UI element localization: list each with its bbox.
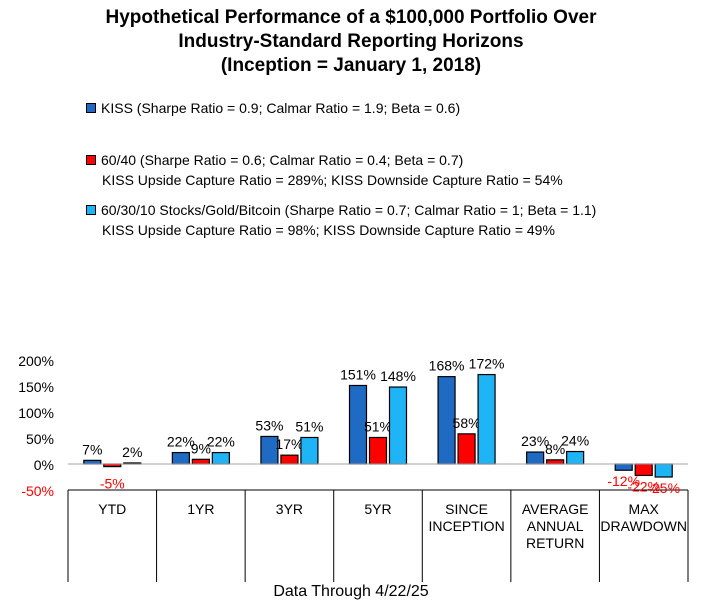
- data-label: 151%: [340, 366, 376, 382]
- legend-label-kiss: KISS (Sharpe Ratio = 0.9; Calmar Ratio =…: [101, 100, 461, 116]
- bar: [526, 451, 545, 465]
- title-line-1: Hypothetical Performance of a $100,000 P…: [105, 7, 597, 28]
- y-tick-label: 200%: [18, 353, 54, 369]
- bar: [614, 463, 633, 471]
- legend-label-60-40: 60/40 (Sharpe Ratio = 0.6; Calmar Ratio …: [101, 152, 464, 168]
- legend-entry-kiss: KISS (Sharpe Ratio = 0.9; Calmar Ratio =…: [86, 98, 460, 118]
- y-tick-label: 150%: [18, 379, 54, 395]
- footer-note: Data Through 4/22/25: [273, 583, 429, 600]
- bar: [566, 450, 585, 465]
- data-label: -25%: [647, 480, 680, 496]
- bar: [191, 458, 210, 465]
- legend-swatch-60-40: [86, 155, 96, 165]
- chart-title: Hypothetical Performance of a $100,000 P…: [0, 6, 702, 78]
- category-label: 1YR: [187, 501, 214, 517]
- legend-sub-60-30-10: KISS Upside Capture Ratio = 98%; KISS Do…: [102, 222, 555, 238]
- y-tick-label: 0%: [34, 457, 54, 473]
- bar: [300, 436, 319, 465]
- data-label: 51%: [295, 418, 323, 434]
- y-tick-label: 50%: [26, 431, 54, 447]
- title-line-2: Industry-Standard Reporting Horizons: [178, 31, 524, 52]
- legend-swatch-kiss: [86, 103, 96, 113]
- bar: [171, 451, 190, 465]
- category-label: SINCE: [445, 501, 488, 517]
- bar: [457, 433, 476, 465]
- category-label: 5YR: [364, 501, 391, 517]
- data-label: 168%: [429, 358, 465, 374]
- bar: [477, 373, 496, 465]
- legend-swatch-60-30-10: [86, 205, 96, 215]
- category-label: INCEPTION: [428, 518, 504, 534]
- category-label: ANNUAL: [527, 518, 584, 534]
- category-label: YTD: [98, 501, 126, 517]
- data-label: 53%: [255, 417, 283, 433]
- data-label: 22%: [207, 434, 235, 450]
- bar: [546, 459, 565, 465]
- data-label: 22%: [167, 434, 195, 450]
- data-label: 148%: [380, 368, 416, 384]
- category-label: MAX: [629, 501, 660, 517]
- category-label: 3YR: [276, 501, 303, 517]
- y-tick-label: -50%: [21, 483, 54, 499]
- data-label: 7%: [82, 441, 102, 457]
- bar: [388, 386, 408, 465]
- data-label: 17%: [275, 436, 303, 452]
- legend-entry-60-30-10: 60/30/10 Stocks/Gold/Bitcoin (Sharpe Rat…: [86, 200, 596, 240]
- category-label: RETURN: [526, 535, 584, 551]
- category-label: DRAWDOWN: [600, 518, 687, 534]
- y-tick-label: 100%: [18, 405, 54, 421]
- data-label: -5%: [100, 476, 125, 492]
- data-label: 8%: [545, 441, 565, 457]
- category-label: AVERAGE: [522, 501, 589, 517]
- data-label: 51%: [364, 418, 392, 434]
- title-line-3: (Inception = January 1, 2018): [220, 55, 482, 76]
- legend-label-60-30-10: 60/30/10 Stocks/Gold/Bitcoin (Sharpe Rat…: [101, 202, 597, 218]
- data-label: 2%: [122, 444, 142, 460]
- legend-sub-60-40: KISS Upside Capture Ratio = 289%; KISS D…: [102, 172, 563, 188]
- bar: [654, 463, 673, 478]
- data-label: 24%: [561, 433, 589, 449]
- bar: [83, 459, 102, 465]
- bar: [634, 463, 653, 477]
- data-label: 58%: [453, 415, 481, 431]
- legend-entry-60-40: 60/40 (Sharpe Ratio = 0.6; Calmar Ratio …: [86, 150, 563, 190]
- data-label: 23%: [521, 433, 549, 449]
- bar: [280, 454, 299, 465]
- bar: [368, 436, 388, 465]
- data-label: 9%: [191, 440, 211, 456]
- data-label: -12%: [607, 473, 640, 489]
- bar: [211, 451, 230, 465]
- data-label: 172%: [469, 356, 505, 372]
- data-label: -22%: [627, 478, 660, 494]
